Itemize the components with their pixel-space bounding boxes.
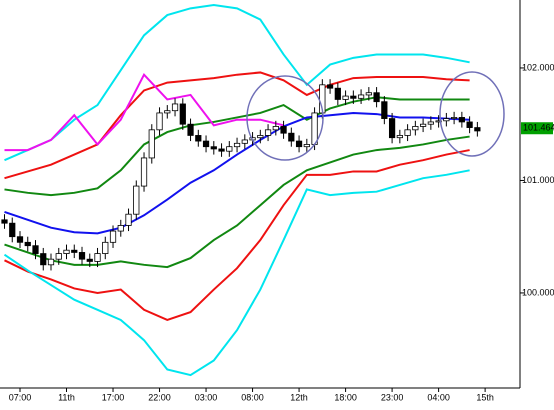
candle-body (427, 121, 434, 125)
candle-body (16, 236, 24, 243)
candle-body (117, 225, 124, 232)
candle-body (474, 127, 481, 132)
x-tick-label: 23:00 (381, 392, 404, 402)
candle-body (102, 241, 109, 254)
candle-body (295, 140, 303, 148)
candle-body (419, 123, 427, 127)
band-line (4, 149, 470, 322)
candle-body (280, 126, 287, 134)
candle-body (24, 241, 31, 247)
band-line (4, 3, 470, 162)
candle-body (233, 142, 241, 148)
candle-body (195, 135, 202, 142)
candle-body (365, 92, 372, 96)
last-price-box (521, 122, 553, 135)
candle-body (202, 140, 210, 148)
x-tick-label: 07:00 (9, 392, 32, 402)
candle-body (303, 144, 310, 148)
candle-body (179, 103, 186, 125)
candle-body (435, 120, 442, 123)
candle-body (388, 118, 396, 139)
candle-body (450, 117, 458, 119)
candle-body (9, 222, 16, 238)
band-line (3, 169, 470, 377)
candle-body (326, 84, 334, 89)
candle-body (32, 245, 39, 254)
candle-body (55, 253, 62, 260)
band-line (4, 71, 470, 180)
band-line (4, 96, 470, 197)
x-tick-label: 22:00 (148, 392, 171, 402)
candle-body (1, 219, 8, 224)
candle-body (187, 123, 194, 136)
x-tick-label: 12th (290, 392, 308, 402)
candle-body (171, 103, 179, 112)
x-tick-label: 17:00 (102, 392, 125, 402)
candle-body (109, 230, 117, 243)
candle-body (396, 135, 403, 139)
candle-body (164, 110, 171, 114)
candle-body (334, 87, 341, 100)
candle-body (156, 112, 163, 131)
candle-body (412, 126, 419, 131)
y-tick-label: 101.000 (522, 175, 554, 185)
candle-body (125, 213, 132, 226)
candle-body (381, 101, 388, 119)
candle-body (210, 146, 217, 150)
candle-body (404, 129, 411, 136)
candle-body (272, 126, 279, 131)
x-tick-label: 03:00 (195, 392, 218, 402)
axes: 100.000 101.000 102.000 07:00 11th 17:00 22:00… (9, 62, 554, 402)
x-tick-label: 08:00 (241, 392, 264, 402)
candle-body (86, 258, 93, 262)
candle-body (257, 135, 264, 139)
candle-body (40, 253, 47, 266)
candle-body (311, 112, 318, 145)
candle-body (47, 258, 55, 266)
candle-body (350, 95, 357, 99)
candle-body (443, 118, 450, 122)
candle-body (140, 157, 148, 187)
candle-body (357, 94, 365, 99)
highlight-ellipse (439, 71, 505, 157)
candle-body (241, 139, 248, 144)
x-tick-label: 04:00 (427, 392, 450, 402)
x-tick-label: 18:00 (334, 392, 357, 402)
y-tick-label: 100.000 (522, 287, 554, 297)
candle-body (71, 249, 78, 253)
candle-body (148, 129, 155, 159)
candle-body (458, 117, 465, 123)
candle-body (373, 92, 380, 103)
candle-body (264, 129, 272, 136)
y-tick-label: 102.000 (522, 62, 554, 72)
band-line (4, 72, 284, 152)
last-price-label: 101.464 (523, 123, 554, 133)
candle-body (63, 249, 70, 254)
highlight-ellipse (246, 75, 324, 161)
candle-body (94, 253, 101, 262)
candle-body (226, 146, 233, 152)
candle-body (78, 252, 86, 260)
x-tick-label: 11th (58, 392, 75, 402)
candle-body (133, 185, 140, 215)
x-tick-label: 15th (476, 392, 494, 402)
candle-body (466, 121, 473, 128)
candle-body (218, 148, 225, 152)
candle-body (342, 95, 349, 100)
candle-body (288, 132, 295, 142)
